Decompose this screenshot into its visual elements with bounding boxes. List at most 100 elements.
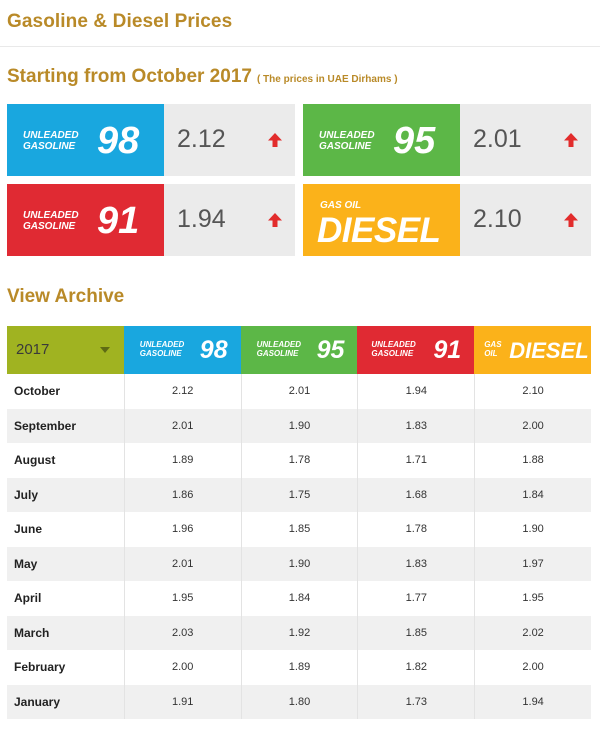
price-cell-diesel: 2.00 — [474, 650, 591, 685]
month-cell: September — [14, 418, 77, 433]
fuel-type-label: UNLEADED — [256, 340, 302, 349]
archive-table: 2017 UNLEADED GASOLINE 98 UNLEADED GASOL… — [7, 326, 591, 719]
chevron-down-icon — [99, 347, 110, 353]
table-row: February 2.00 1.89 1.82 2.00 — [7, 650, 591, 685]
table-header: 2017 UNLEADED GASOLINE 98 UNLEADED GASOL… — [7, 326, 591, 374]
up-arrow-icon — [564, 213, 578, 227]
price-cell-98: 1.86 — [123, 477, 241, 512]
price-cell-95: 2.01 — [240, 374, 358, 409]
fuel-type-label: UNLEADED — [139, 340, 185, 349]
price-cell-95: 1.90 — [240, 546, 358, 581]
price-cell-diesel: 1.97 — [474, 546, 591, 581]
section-heading: Starting from October 2017 ( The prices i… — [7, 66, 398, 88]
fuel-type-label: GASOLINE — [256, 349, 299, 358]
fuel-grade: DIESEL — [509, 338, 589, 363]
price-card-98: UNLEADED GASOLINE 98 2.12 — [7, 104, 295, 176]
price-cell-91: 1.78 — [357, 512, 474, 547]
fuel-type-label: GASOLINE — [23, 221, 76, 232]
fuel-type-label: GAS — [484, 340, 502, 349]
price-area: 2.12 — [164, 104, 295, 176]
price-cell-diesel: 1.94 — [474, 684, 591, 719]
price-cell-diesel: 1.95 — [474, 581, 591, 616]
currency-note: ( The prices in UAE Dirhams ) — [256, 74, 398, 85]
fuel-type-label: OIL — [484, 349, 498, 358]
price-value-95: 2.01 — [473, 125, 522, 153]
fuel-badge-91: UNLEADED GASOLINE 91 — [7, 184, 164, 256]
table-body: October 2.12 2.01 1.94 2.10 September 2.… — [7, 374, 591, 719]
up-arrow-icon — [564, 133, 578, 147]
column-header-95: UNLEADED GASOLINE 95 — [240, 326, 358, 374]
page-title: Gasoline & Diesel Prices — [7, 11, 233, 32]
table-row: October 2.12 2.01 1.94 2.10 — [7, 374, 591, 409]
price-cell-95: 1.75 — [240, 477, 358, 512]
archive-heading: View Archive — [7, 286, 125, 307]
table-row: July 1.86 1.75 1.68 1.84 — [7, 477, 591, 512]
table-row: April 1.95 1.84 1.77 1.95 — [7, 581, 591, 616]
price-card-95: UNLEADED GASOLINE 95 2.01 — [303, 104, 591, 176]
price-cell-diesel: 1.84 — [474, 477, 591, 512]
up-arrow-icon — [268, 213, 282, 227]
price-cell-98: 1.96 — [123, 512, 241, 547]
price-cell-98: 1.91 — [123, 684, 241, 719]
fuel-grade: DIESEL — [317, 211, 441, 250]
month-cell: October — [14, 384, 61, 399]
month-cell: January — [14, 694, 61, 709]
column-header-98: UNLEADED GASOLINE 98 — [123, 326, 241, 374]
fuel-type-label: GASOLINE — [139, 349, 182, 358]
fuel-grade: 95 — [316, 336, 345, 364]
price-cell-diesel: 1.88 — [474, 443, 591, 478]
fuel-grade: 91 — [97, 200, 140, 242]
price-value-91: 1.94 — [177, 205, 226, 233]
fuel-type-label: GAS OIL — [320, 200, 362, 211]
month-cell: February — [14, 660, 66, 675]
price-cell-95: 1.90 — [240, 408, 358, 443]
price-cell-98: 1.89 — [123, 443, 241, 478]
fuel-type-label: UNLEADED — [371, 340, 416, 349]
up-arrow-icon — [268, 133, 282, 147]
column-header-91: UNLEADED GASOLINE 91 — [357, 326, 475, 374]
column-header-diesel: GAS OIL DIESEL — [474, 326, 591, 374]
price-card-diesel: GAS OIL DIESEL 2.10 — [303, 184, 591, 256]
price-cell-91: 1.83 — [357, 546, 474, 581]
price-area: 2.10 — [460, 184, 591, 256]
year-select[interactable]: 2017 — [7, 326, 124, 374]
price-card-91: UNLEADED GASOLINE 91 1.94 — [7, 184, 295, 256]
price-value-diesel: 2.10 — [473, 205, 522, 233]
price-area: 1.94 — [164, 184, 295, 256]
price-cell-95: 1.89 — [240, 650, 358, 685]
month-cell: August — [14, 453, 56, 468]
fuel-badge-95: UNLEADED GASOLINE 95 — [303, 104, 460, 176]
table-row: May 2.01 1.90 1.83 1.97 — [7, 546, 591, 581]
price-cell-diesel: 1.90 — [474, 512, 591, 547]
price-cell-91: 1.77 — [357, 581, 474, 616]
fuel-type-label: GASOLINE — [371, 349, 414, 358]
price-cell-91: 1.82 — [357, 650, 474, 685]
price-cell-98: 2.03 — [123, 615, 241, 650]
fuel-type-label: UNLEADED — [23, 130, 79, 141]
price-cell-95: 1.78 — [240, 443, 358, 478]
table-row: January 1.91 1.80 1.73 1.94 — [7, 684, 591, 719]
price-cell-91: 1.73 — [357, 684, 474, 719]
price-cell-98: 2.01 — [123, 546, 241, 581]
month-cell: June — [14, 522, 43, 537]
month-cell: April — [14, 591, 42, 606]
price-cell-98: 2.12 — [123, 374, 241, 409]
fuel-type-label: GASOLINE — [319, 141, 372, 152]
price-cell-95: 1.84 — [240, 581, 358, 616]
price-cell-diesel: 2.02 — [474, 615, 591, 650]
fuel-type-label: UNLEADED — [23, 210, 79, 221]
fuel-grade: 98 — [97, 120, 140, 162]
fuel-badge-98: UNLEADED GASOLINE 98 — [7, 104, 164, 176]
price-cell-95: 1.80 — [240, 684, 358, 719]
fuel-grade: 95 — [393, 120, 436, 162]
price-cell-diesel: 2.10 — [474, 374, 591, 409]
price-cell-91: 1.85 — [357, 615, 474, 650]
price-value-98: 2.12 — [177, 125, 226, 153]
table-row: March 2.03 1.92 1.85 2.02 — [7, 615, 591, 650]
price-cell-98: 2.01 — [123, 408, 241, 443]
month-cell: July — [14, 487, 39, 502]
table-row: August 1.89 1.78 1.71 1.88 — [7, 443, 591, 478]
month-cell: March — [14, 625, 50, 640]
price-cell-91: 1.83 — [357, 408, 474, 443]
title-divider — [0, 46, 600, 47]
